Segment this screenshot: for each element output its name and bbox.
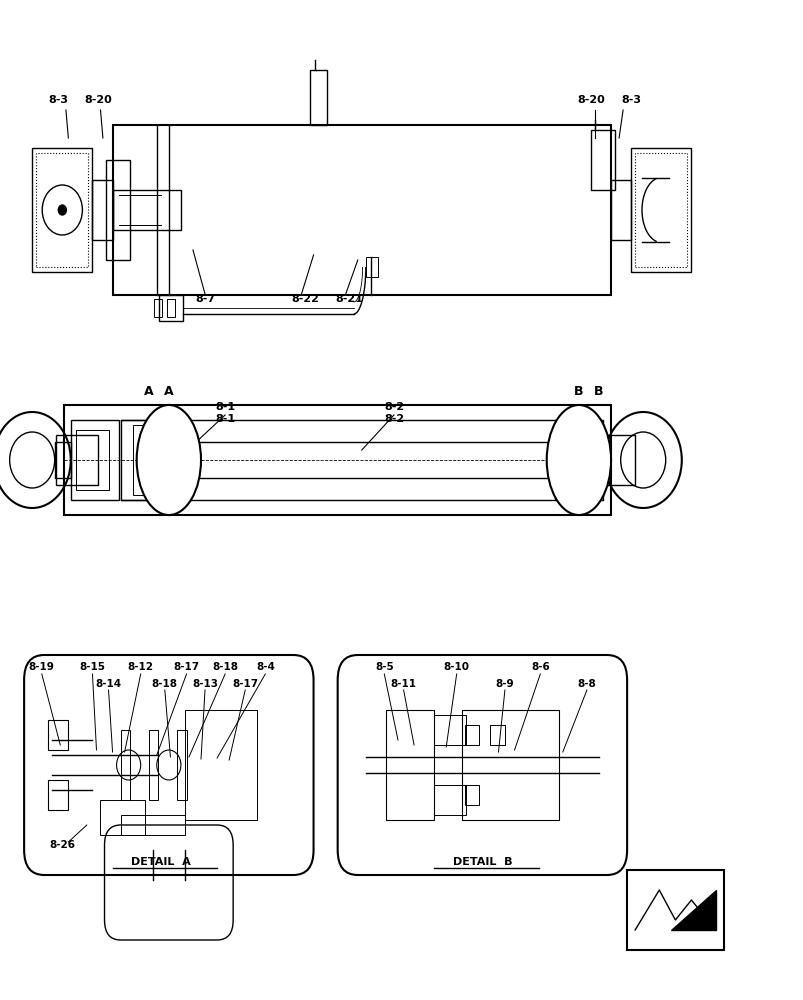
Text: 8-18: 8-18 [212, 662, 238, 672]
Text: 8-8: 8-8 [577, 679, 596, 689]
Bar [100, 800, 145, 835]
Bar [92, 180, 112, 240]
Text: A: A [144, 385, 153, 398]
Bar [630, 148, 691, 272]
Text: B: B [573, 385, 583, 398]
Text: 8-3: 8-3 [48, 95, 67, 105]
Circle shape [58, 205, 66, 215]
Text: 8-19: 8-19 [29, 662, 55, 672]
Bar [177, 730, 186, 800]
Text: 8-26: 8-26 [50, 840, 75, 850]
Bar [634, 153, 687, 267]
Bar [365, 257, 377, 277]
Bar [462, 710, 558, 820]
Bar [385, 710, 434, 820]
Bar [48, 780, 68, 810]
Bar [71, 420, 119, 500]
Text: 8-1: 8-1 [214, 414, 235, 424]
Bar [554, 420, 602, 500]
Text: DETAIL  A: DETAIL A [131, 857, 190, 867]
Bar [76, 430, 108, 490]
Bar [132, 425, 149, 495]
Text: 8-2: 8-2 [383, 414, 404, 424]
Bar [434, 785, 466, 815]
Bar [159, 295, 183, 321]
Text: 8-17: 8-17 [173, 662, 199, 672]
Bar [32, 148, 92, 272]
Bar [120, 730, 130, 800]
Text: A: A [164, 385, 173, 398]
Text: 8-13: 8-13 [192, 679, 218, 689]
Bar [610, 180, 630, 240]
Bar [626, 870, 723, 950]
Bar [464, 725, 479, 745]
Text: 8-20: 8-20 [577, 95, 604, 105]
Polygon shape [671, 890, 715, 930]
Bar [167, 299, 175, 317]
Text: 8-6: 8-6 [530, 662, 549, 672]
Bar [590, 130, 614, 190]
Text: 8-18: 8-18 [152, 679, 177, 689]
Text: 8-3: 8-3 [621, 95, 640, 105]
Bar [120, 420, 157, 500]
Bar [154, 299, 162, 317]
Text: DETAIL  B: DETAIL B [452, 857, 512, 867]
Ellipse shape [546, 405, 610, 515]
Text: 8-10: 8-10 [443, 662, 469, 672]
Bar [112, 125, 610, 295]
Text: 8-17: 8-17 [232, 679, 258, 689]
Bar [490, 725, 504, 745]
Bar [55, 442, 71, 478]
Text: 8-7: 8-7 [194, 294, 215, 304]
Text: 8-4: 8-4 [255, 662, 275, 672]
Bar [112, 190, 181, 230]
Bar [64, 405, 610, 515]
Bar [434, 715, 466, 745]
Text: 8-12: 8-12 [128, 662, 153, 672]
Bar [562, 430, 594, 490]
Text: 8-21: 8-21 [336, 294, 363, 304]
Bar [48, 720, 68, 750]
Bar [106, 160, 130, 260]
Bar [157, 442, 562, 478]
Bar [149, 730, 158, 800]
Bar [36, 153, 88, 267]
Text: 8-5: 8-5 [374, 662, 393, 672]
Bar [309, 70, 327, 125]
Text: 8-22: 8-22 [291, 294, 319, 304]
Text: 8-1: 8-1 [214, 402, 235, 412]
Bar [120, 815, 185, 835]
Text: 8-15: 8-15 [79, 662, 105, 672]
Bar [185, 710, 257, 820]
Text: 8-9: 8-9 [495, 679, 514, 689]
Text: 8-20: 8-20 [84, 95, 112, 105]
Text: 8-14: 8-14 [96, 679, 121, 689]
Bar [586, 435, 634, 485]
Text: 8-11: 8-11 [390, 679, 416, 689]
Ellipse shape [137, 405, 201, 515]
Bar [464, 785, 479, 805]
Text: 8-2: 8-2 [383, 402, 404, 412]
Text: B: B [593, 385, 603, 398]
Bar [56, 435, 98, 485]
